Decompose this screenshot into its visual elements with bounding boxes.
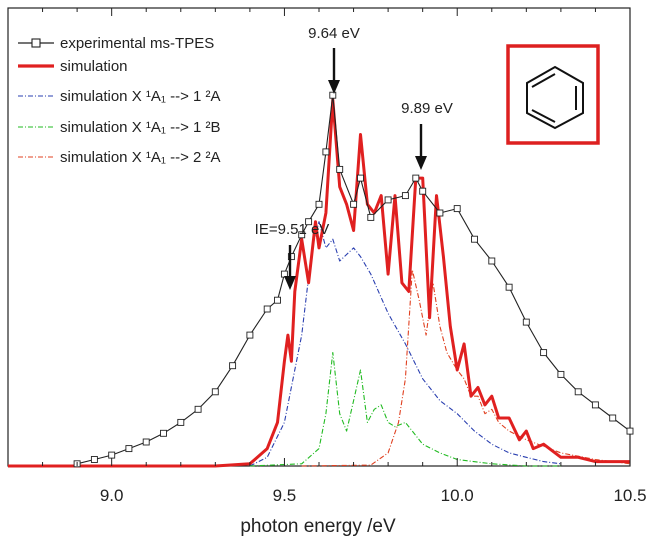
series-layer xyxy=(8,91,634,468)
x-tick-label: 10.5 xyxy=(613,486,646,505)
legend-label-simulation: simulation xyxy=(60,58,128,75)
x-ticks: 9.0 9.5 10.0 10.5 xyxy=(42,8,647,505)
experimental-point xyxy=(274,296,281,304)
experimental-point xyxy=(329,91,337,99)
legend-label-sim-1A: simulation X ¹A₁ --> 1 ²A xyxy=(60,88,221,105)
series-experimental xyxy=(73,91,634,468)
series-sim-1A xyxy=(249,221,561,467)
experimental-point xyxy=(177,418,185,426)
experimental-point xyxy=(287,253,295,261)
experimental-point xyxy=(298,231,306,239)
experimental-point xyxy=(142,438,150,446)
experimental-point xyxy=(505,283,513,291)
annotation-989: 9.89 eV xyxy=(401,100,453,170)
x-axis-title: photon energy /eV xyxy=(240,516,396,537)
experimental-point xyxy=(90,456,98,463)
experimental-point xyxy=(436,209,444,217)
experimental-point xyxy=(322,148,330,156)
ring-inner-bond-2 xyxy=(531,109,556,123)
experimental-point xyxy=(401,192,409,200)
experimental-point xyxy=(229,362,237,370)
series-experimental-line xyxy=(76,94,631,465)
annotation-ie-label: IE=9.51 eV xyxy=(255,221,330,238)
annotation-964-arrowhead xyxy=(328,80,340,94)
experimental-point xyxy=(367,213,375,221)
legend-label-sim-1B: simulation X ¹A₁ --> 1 ²B xyxy=(60,119,221,136)
experimental-point xyxy=(280,270,288,278)
experimental-point xyxy=(350,200,358,208)
experimental-point xyxy=(108,451,116,459)
series-sim-1B xyxy=(249,352,561,467)
experimental-point xyxy=(591,401,599,409)
series-simulation xyxy=(8,98,630,468)
annotation-989-arrowhead xyxy=(415,156,427,170)
experimental-point xyxy=(557,370,565,378)
series-simulation-line xyxy=(8,98,630,468)
series-sim-1A-line xyxy=(249,221,561,467)
experimental-point xyxy=(336,165,344,173)
experimental-point xyxy=(412,174,420,182)
ring-inner-bond-1 xyxy=(531,73,556,88)
experimental-point xyxy=(471,235,478,243)
annotation-964-label: 9.64 eV xyxy=(308,25,360,42)
annotation-964: 9.64 eV xyxy=(308,25,360,94)
experimental-point xyxy=(315,200,323,208)
experimental-point xyxy=(522,318,530,326)
x-tick-label: 9.5 xyxy=(273,486,297,505)
x-tick-label: 10.0 xyxy=(441,486,474,505)
legend-label-sim-2A: simulation X ¹A₁ --> 2 ²A xyxy=(60,149,221,166)
legend: experimental ms-TPES simulation simulati… xyxy=(18,35,221,166)
experimental-point xyxy=(609,414,617,422)
benzyne-structure-inset xyxy=(506,44,600,145)
experimental-point xyxy=(160,429,167,437)
experimental-point xyxy=(419,187,427,195)
series-sim-1B-line xyxy=(249,352,561,467)
experimental-point xyxy=(194,405,202,413)
annotation-989-label: 9.89 eV xyxy=(401,100,453,117)
benzene-ring xyxy=(526,65,584,130)
x-tick-label: 9.0 xyxy=(100,486,124,505)
legend-marker-experimental xyxy=(31,38,41,48)
molecule-frame xyxy=(506,44,600,145)
annotation-ie-arrowhead xyxy=(284,276,296,290)
experimental-point xyxy=(384,196,392,204)
experimental-point xyxy=(211,388,219,396)
experimental-point xyxy=(246,331,254,339)
experimental-point xyxy=(540,349,548,357)
annotation-ie: IE=9.51 eV xyxy=(255,221,330,290)
legend-label-experimental: experimental ms-TPES xyxy=(60,35,214,52)
experimental-point xyxy=(263,305,271,313)
experimental-point xyxy=(305,218,313,226)
experimental-point xyxy=(488,257,496,265)
experimental-point xyxy=(626,427,634,435)
experimental-point xyxy=(453,205,461,213)
experimental-point xyxy=(125,445,133,453)
experimental-point xyxy=(357,174,364,182)
experimental-point xyxy=(574,388,582,396)
